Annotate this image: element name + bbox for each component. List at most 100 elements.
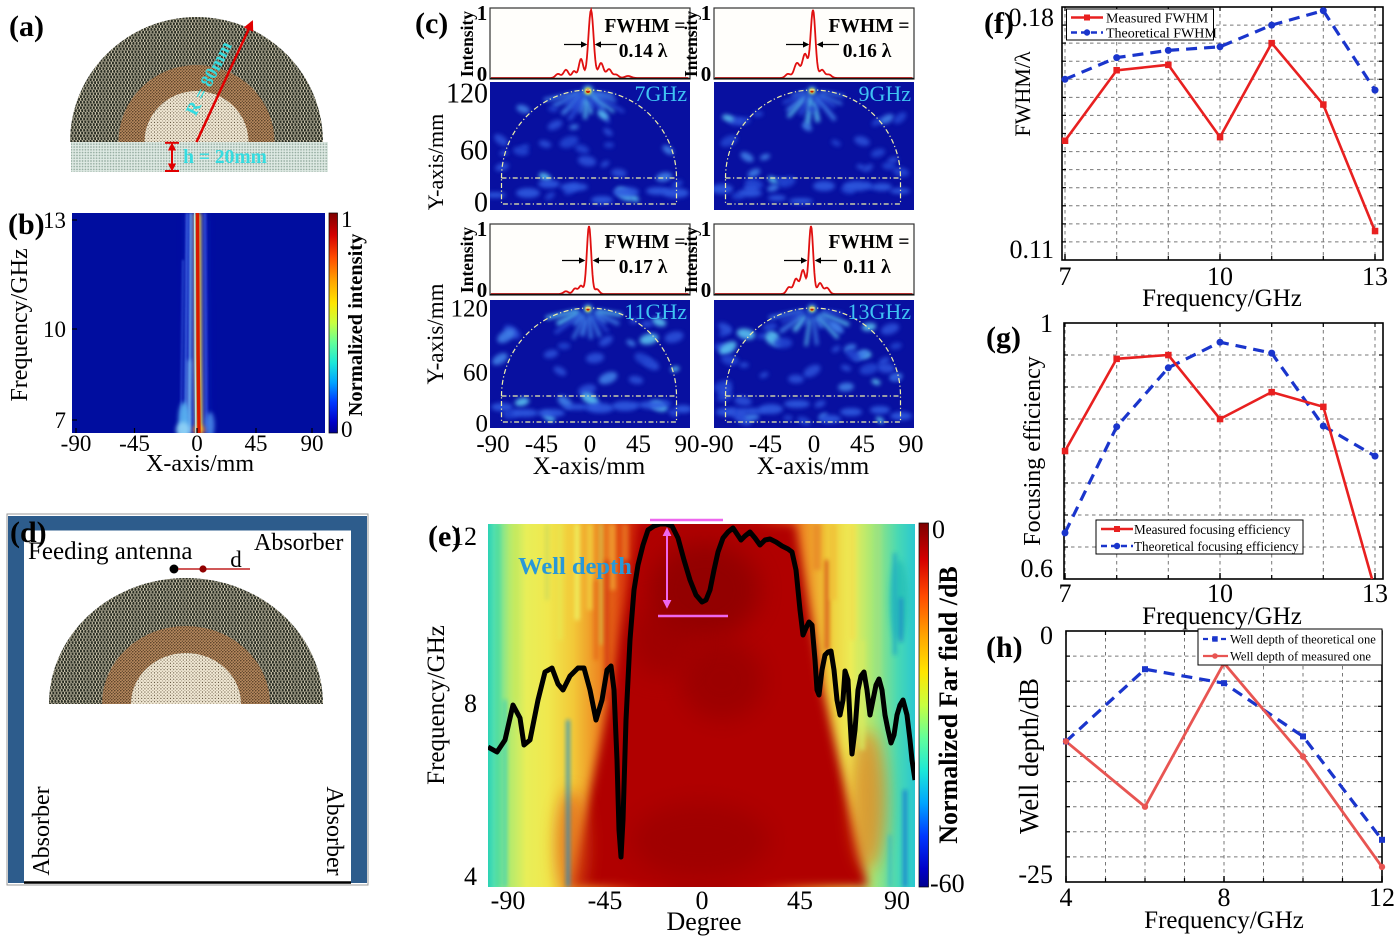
svg-text:0: 0 xyxy=(474,188,488,219)
svg-text:-90: -90 xyxy=(491,886,526,915)
svg-text:1: 1 xyxy=(1040,309,1053,338)
svg-text:0: 0 xyxy=(341,417,353,442)
svg-text:-45: -45 xyxy=(525,431,558,458)
svg-text:0: 0 xyxy=(476,411,489,438)
svg-text:X-axis/mm: X-axis/mm xyxy=(146,451,254,477)
svg-text:Measured FWHM: Measured FWHM xyxy=(1106,12,1209,27)
svg-text:-90: -90 xyxy=(476,431,509,458)
svg-text:-45: -45 xyxy=(749,431,782,458)
svg-text:120: 120 xyxy=(446,79,488,110)
svg-text:0: 0 xyxy=(701,278,712,302)
svg-text:(b): (b) xyxy=(8,208,45,241)
svg-text:Intensity: Intensity xyxy=(457,227,477,293)
svg-text:-45: -45 xyxy=(119,431,150,456)
svg-text:60: 60 xyxy=(463,360,488,387)
svg-text:12: 12 xyxy=(1369,883,1394,912)
svg-text:0: 0 xyxy=(191,431,203,456)
svg-text:1: 1 xyxy=(701,217,712,241)
svg-text:d: d xyxy=(230,547,242,572)
svg-text:Frequency/GHz: Frequency/GHz xyxy=(423,625,450,785)
svg-text:45: 45 xyxy=(626,431,651,458)
svg-text:7: 7 xyxy=(1059,262,1072,291)
svg-text:0: 0 xyxy=(477,278,488,302)
svg-text:Normalized Far field /dB: Normalized Far field /dB xyxy=(934,566,963,844)
svg-text:0.17 λ: 0.17 λ xyxy=(619,257,668,278)
svg-text:Frequency/GHz: Frequency/GHz xyxy=(1142,285,1302,312)
svg-text:Absorber: Absorber xyxy=(29,786,55,875)
svg-text:1: 1 xyxy=(341,207,353,232)
svg-text:0: 0 xyxy=(701,62,712,86)
svg-text:Y-axis/mm: Y-axis/mm xyxy=(423,283,448,384)
svg-text:(d): (d) xyxy=(10,516,47,549)
svg-text:1: 1 xyxy=(477,217,488,241)
svg-text:Well depth of measured one: Well depth of measured one xyxy=(1230,650,1371,664)
svg-text:13: 13 xyxy=(1362,262,1388,291)
svg-text:h = 20mm: h = 20mm xyxy=(183,147,267,168)
svg-text:13: 13 xyxy=(1362,579,1388,608)
svg-text:X-axis/mm: X-axis/mm xyxy=(533,453,646,480)
svg-text:4: 4 xyxy=(1060,883,1073,912)
svg-text:Frequency/GHz: Frequency/GHz xyxy=(1142,603,1302,630)
svg-text:(h): (h) xyxy=(986,631,1023,664)
svg-text:Focusing efficiency: Focusing efficiency xyxy=(1020,356,1046,546)
svg-text:Frequency/GHz: Frequency/GHz xyxy=(7,248,33,401)
svg-text:Y-axis/mm: Y-axis/mm xyxy=(423,114,448,211)
svg-text:-90: -90 xyxy=(700,431,733,458)
svg-text:(f): (f) xyxy=(984,7,1014,40)
svg-text:60: 60 xyxy=(460,136,488,167)
svg-text:FWHM =: FWHM = xyxy=(829,232,910,253)
svg-text:Measured focusing efficiency: Measured focusing efficiency xyxy=(1134,522,1291,537)
svg-text:1: 1 xyxy=(701,1,712,25)
svg-text:-45: -45 xyxy=(588,886,623,915)
svg-text:-60: -60 xyxy=(930,869,965,898)
svg-text:Intensity: Intensity xyxy=(681,227,701,293)
svg-text:Normalized intensity: Normalized intensity xyxy=(345,233,367,417)
svg-text:90: 90 xyxy=(884,886,910,915)
svg-text:FWHM =: FWHM = xyxy=(605,232,686,253)
svg-text:4: 4 xyxy=(464,862,477,891)
svg-text:Absorber: Absorber xyxy=(321,786,347,875)
svg-text:12: 12 xyxy=(451,522,477,551)
svg-text:1: 1 xyxy=(477,1,488,25)
svg-text:0.6: 0.6 xyxy=(1021,554,1054,583)
svg-text:(c): (c) xyxy=(415,7,448,40)
svg-text:8: 8 xyxy=(464,689,477,718)
svg-text:-25: -25 xyxy=(1018,860,1053,889)
svg-text:X-axis/mm: X-axis/mm xyxy=(757,453,870,480)
svg-text:13: 13 xyxy=(43,208,66,233)
svg-text:0: 0 xyxy=(808,431,821,458)
svg-text:7: 7 xyxy=(1059,579,1072,608)
svg-text:Frequency/GHz: Frequency/GHz xyxy=(1144,907,1304,934)
svg-text:Intensity: Intensity xyxy=(457,11,477,77)
svg-text:Theoretical focusing efficienc: Theoretical focusing efficiency xyxy=(1134,539,1299,554)
svg-text:Well depth of theoretical one: Well depth of theoretical one xyxy=(1230,633,1376,647)
svg-text:(g): (g) xyxy=(986,321,1021,354)
svg-text:90: 90 xyxy=(301,431,324,456)
svg-text:FWHM =: FWHM = xyxy=(605,16,686,37)
svg-text:Theoretical FWHM: Theoretical FWHM xyxy=(1106,27,1217,42)
svg-text:Well depth/dB: Well depth/dB xyxy=(1014,678,1044,834)
svg-text:45: 45 xyxy=(245,431,268,456)
svg-text:10: 10 xyxy=(43,317,66,342)
svg-text:10: 10 xyxy=(1207,262,1233,291)
svg-text:8: 8 xyxy=(1218,883,1231,912)
svg-text:-90: -90 xyxy=(61,431,92,456)
svg-text:0: 0 xyxy=(584,431,597,458)
svg-text:0.14 λ: 0.14 λ xyxy=(619,41,668,62)
svg-text:0.11: 0.11 xyxy=(1009,235,1054,264)
svg-text:90: 90 xyxy=(675,431,700,458)
svg-text:45: 45 xyxy=(787,886,813,915)
svg-text:0.16 λ: 0.16 λ xyxy=(843,41,892,62)
svg-text:FWHM/λ: FWHM/λ xyxy=(1010,51,1035,137)
svg-text:7: 7 xyxy=(55,408,67,433)
svg-text:13GHz: 13GHz xyxy=(847,299,911,324)
svg-text:Feeding antenna: Feeding antenna xyxy=(28,538,193,565)
svg-text:0: 0 xyxy=(1040,621,1053,650)
svg-text:0.11 λ: 0.11 λ xyxy=(843,257,891,278)
svg-text:Degree: Degree xyxy=(666,907,741,936)
svg-text:0: 0 xyxy=(932,515,945,544)
svg-text:Intensity: Intensity xyxy=(681,11,701,77)
svg-text:(e): (e) xyxy=(428,520,461,553)
svg-text:90: 90 xyxy=(899,431,924,458)
svg-text:Absorber: Absorber xyxy=(254,530,343,556)
